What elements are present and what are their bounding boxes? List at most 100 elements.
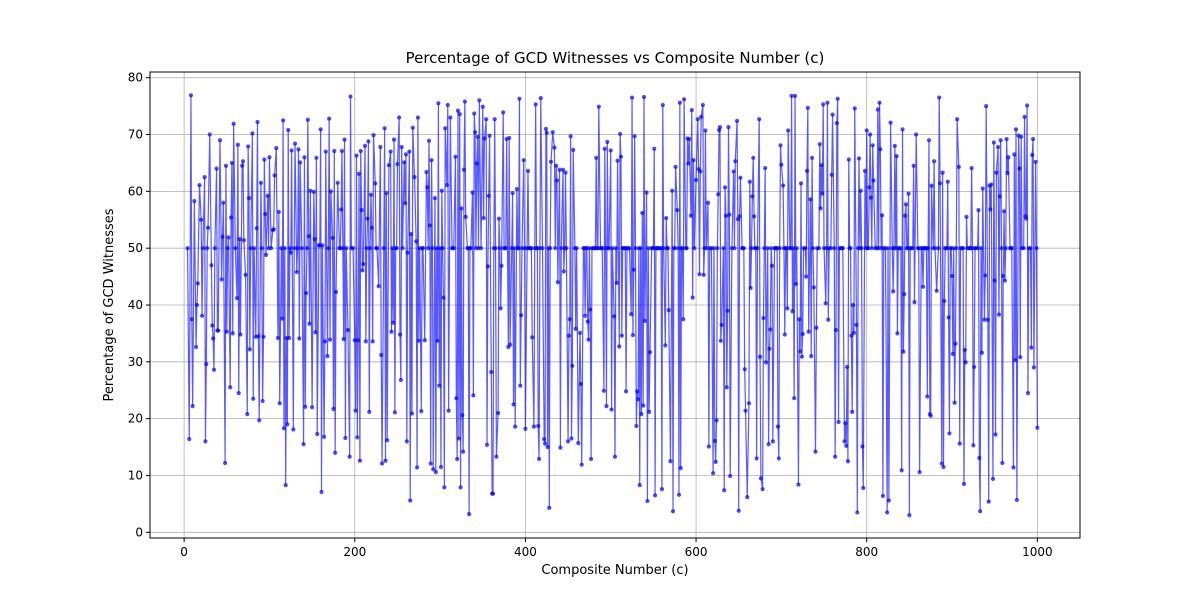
data-point bbox=[345, 327, 351, 333]
y-tick-label: 0 bbox=[135, 525, 143, 539]
data-point bbox=[234, 296, 240, 301]
data-point bbox=[265, 193, 270, 198]
data-point bbox=[312, 236, 317, 242]
data-point bbox=[350, 246, 356, 251]
data-point bbox=[833, 327, 839, 333]
data-point bbox=[209, 263, 214, 268]
data-point bbox=[438, 464, 444, 470]
data-point bbox=[892, 143, 897, 148]
data-point bbox=[638, 246, 643, 251]
data-point bbox=[932, 159, 937, 164]
data-point bbox=[548, 159, 554, 164]
data-point bbox=[790, 309, 795, 314]
data-point bbox=[444, 182, 450, 188]
data-point bbox=[367, 409, 372, 414]
data-point bbox=[408, 231, 414, 237]
data-point bbox=[940, 170, 945, 175]
data-point bbox=[419, 409, 424, 414]
data-point bbox=[576, 441, 581, 446]
data-point bbox=[229, 160, 235, 166]
data-point bbox=[207, 132, 212, 137]
data-point bbox=[536, 423, 541, 429]
data-point bbox=[684, 246, 689, 251]
data-point bbox=[220, 234, 225, 239]
data-point bbox=[395, 161, 400, 167]
data-point bbox=[536, 456, 542, 462]
data-point bbox=[805, 105, 810, 110]
data-point bbox=[738, 175, 743, 180]
data-point bbox=[341, 337, 346, 342]
data-point bbox=[355, 435, 360, 440]
data-point bbox=[286, 335, 292, 341]
data-point bbox=[792, 396, 797, 401]
data-point bbox=[868, 195, 874, 200]
data-point bbox=[912, 300, 917, 305]
data-point bbox=[681, 317, 686, 322]
data-point bbox=[1013, 127, 1019, 132]
data-point bbox=[409, 411, 415, 416]
data-point bbox=[976, 208, 981, 213]
data-point bbox=[410, 125, 415, 130]
data-point bbox=[432, 196, 438, 201]
data-point bbox=[366, 139, 371, 144]
data-point bbox=[769, 263, 775, 268]
data-point bbox=[352, 338, 357, 343]
data-point bbox=[642, 318, 647, 324]
data-point bbox=[250, 131, 255, 136]
data-point bbox=[339, 148, 345, 154]
chart-title: Percentage of GCD Witnesses vs Composite… bbox=[406, 49, 825, 67]
data-point bbox=[185, 246, 190, 251]
data-point bbox=[477, 98, 482, 103]
data-point bbox=[235, 142, 240, 147]
data-point bbox=[521, 157, 526, 163]
data-point bbox=[441, 295, 446, 300]
data-point bbox=[573, 326, 578, 331]
data-point bbox=[647, 409, 652, 414]
data-point bbox=[851, 330, 857, 335]
data-point bbox=[850, 302, 856, 308]
data-point bbox=[363, 339, 368, 344]
data-point bbox=[1031, 365, 1037, 370]
data-point bbox=[513, 424, 518, 429]
data-point bbox=[612, 314, 617, 319]
data-point bbox=[496, 216, 502, 221]
data-point bbox=[1014, 497, 1019, 503]
data-point bbox=[301, 442, 306, 447]
data-point bbox=[470, 190, 475, 195]
data-point bbox=[645, 498, 650, 504]
data-point bbox=[784, 246, 789, 251]
data-point bbox=[758, 476, 764, 481]
data-point bbox=[236, 390, 241, 396]
data-point bbox=[961, 481, 967, 487]
data-point bbox=[398, 377, 403, 383]
data-point bbox=[588, 307, 593, 312]
data-point bbox=[630, 333, 636, 338]
data-point bbox=[193, 344, 199, 350]
data-point bbox=[646, 246, 651, 251]
data-point bbox=[323, 149, 328, 154]
data-point bbox=[692, 246, 697, 251]
data-point bbox=[618, 154, 624, 159]
data-point bbox=[484, 117, 489, 122]
data-point bbox=[749, 246, 754, 251]
data-point bbox=[978, 246, 984, 251]
data-point bbox=[274, 146, 279, 151]
data-point bbox=[318, 127, 323, 132]
data-point bbox=[861, 485, 866, 491]
data-point bbox=[891, 289, 896, 294]
x-axis-label: Composite Number (c) bbox=[541, 563, 688, 578]
data-point bbox=[866, 246, 871, 251]
data-point bbox=[347, 454, 352, 459]
data-point bbox=[717, 125, 723, 130]
data-point bbox=[223, 163, 229, 168]
data-point bbox=[1019, 134, 1024, 139]
data-point bbox=[512, 246, 517, 251]
data-point bbox=[279, 246, 284, 251]
data-point bbox=[732, 246, 737, 251]
data-point bbox=[501, 110, 506, 115]
data-point bbox=[686, 161, 691, 166]
data-point bbox=[1017, 166, 1022, 171]
data-point bbox=[985, 317, 990, 322]
data-point bbox=[721, 246, 726, 251]
data-point bbox=[947, 431, 952, 436]
